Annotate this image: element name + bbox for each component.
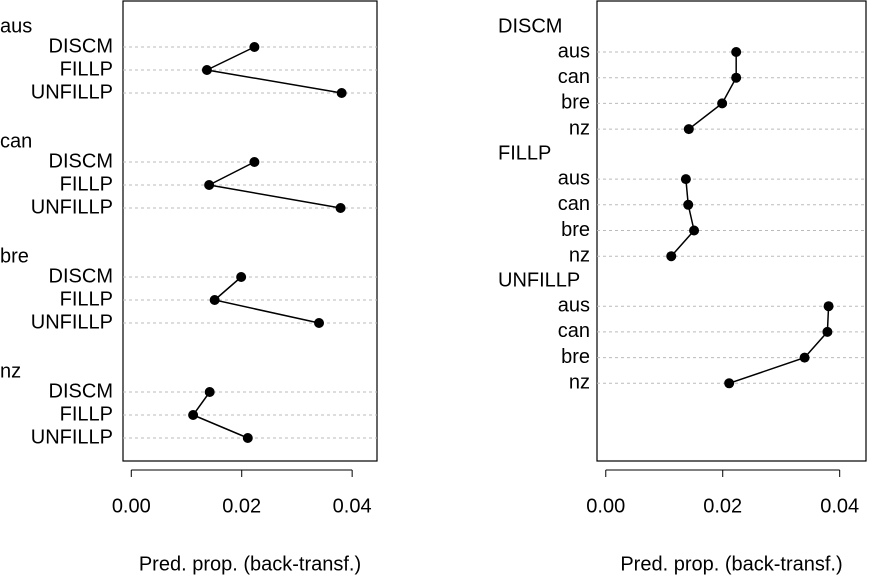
x-tick-label: 0.02 (222, 495, 261, 517)
row-label: bre (561, 92, 590, 114)
row-label: FILLP (60, 288, 113, 310)
dot (236, 272, 247, 282)
row-label: UNFILLP (31, 426, 113, 448)
x-tick-label: 0.00 (112, 495, 151, 517)
x-tick-label: 0.00 (586, 495, 625, 517)
dot (731, 47, 742, 57)
dot (822, 326, 833, 337)
row-label: nz (569, 372, 590, 394)
group-label: DISCM (498, 15, 562, 37)
row-label: can (558, 193, 590, 215)
row-label: DISCM (49, 150, 113, 172)
x-axis-label: Pred. prop. (back-transf.) (620, 553, 842, 575)
row-label: UNFILLP (31, 311, 113, 333)
group-label: nz (0, 360, 21, 382)
dot (666, 251, 677, 262)
group-label: aus (0, 15, 32, 37)
dot (242, 433, 253, 443)
dot (799, 352, 810, 363)
line (728, 306, 830, 385)
row-label: aus (558, 294, 590, 316)
group-label: bre (0, 245, 29, 267)
dot (717, 98, 728, 109)
row-label: can (558, 320, 590, 342)
dot (188, 410, 199, 420)
line (688, 52, 737, 130)
line (670, 179, 695, 257)
row-label: aus (558, 167, 590, 189)
dot (249, 157, 260, 167)
row-label: FILLP (60, 403, 113, 425)
row-label: FILLP (60, 58, 113, 80)
row-label: aus (558, 40, 590, 62)
dot (683, 199, 694, 210)
dot (823, 301, 834, 312)
row-label: UNFILLP (31, 81, 113, 103)
row-label: nz (569, 244, 590, 266)
x-tick-label: 0.04 (820, 495, 859, 517)
dot (314, 318, 325, 328)
dot (724, 378, 735, 389)
row-label: bre (561, 346, 590, 368)
group-label: UNFILLP (498, 269, 580, 291)
x-axis-label: Pred. prop. (back-transf.) (139, 553, 361, 575)
dot (209, 295, 220, 305)
row-label: DISCM (49, 35, 113, 57)
row-label: FILLP (60, 173, 113, 195)
dot (683, 124, 694, 135)
dot (249, 42, 260, 52)
row-label: nz (569, 117, 590, 139)
dot (689, 225, 700, 236)
dot (680, 174, 691, 185)
plot-box (122, 0, 378, 462)
dot (336, 88, 347, 98)
row-label: can (558, 66, 590, 88)
dot (204, 387, 215, 397)
dot (731, 72, 742, 83)
group-label: can (0, 130, 32, 152)
dot (335, 203, 346, 213)
row-label: DISCM (49, 265, 113, 287)
x-tick-label: 0.02 (703, 495, 742, 517)
row-label: bre (561, 219, 590, 241)
x-tick-label: 0.04 (333, 495, 372, 517)
row-label: DISCM (49, 380, 113, 402)
dot (201, 65, 212, 75)
group-label: FILLP (498, 142, 551, 164)
dot (204, 180, 215, 190)
row-label: UNFILLP (31, 196, 113, 218)
